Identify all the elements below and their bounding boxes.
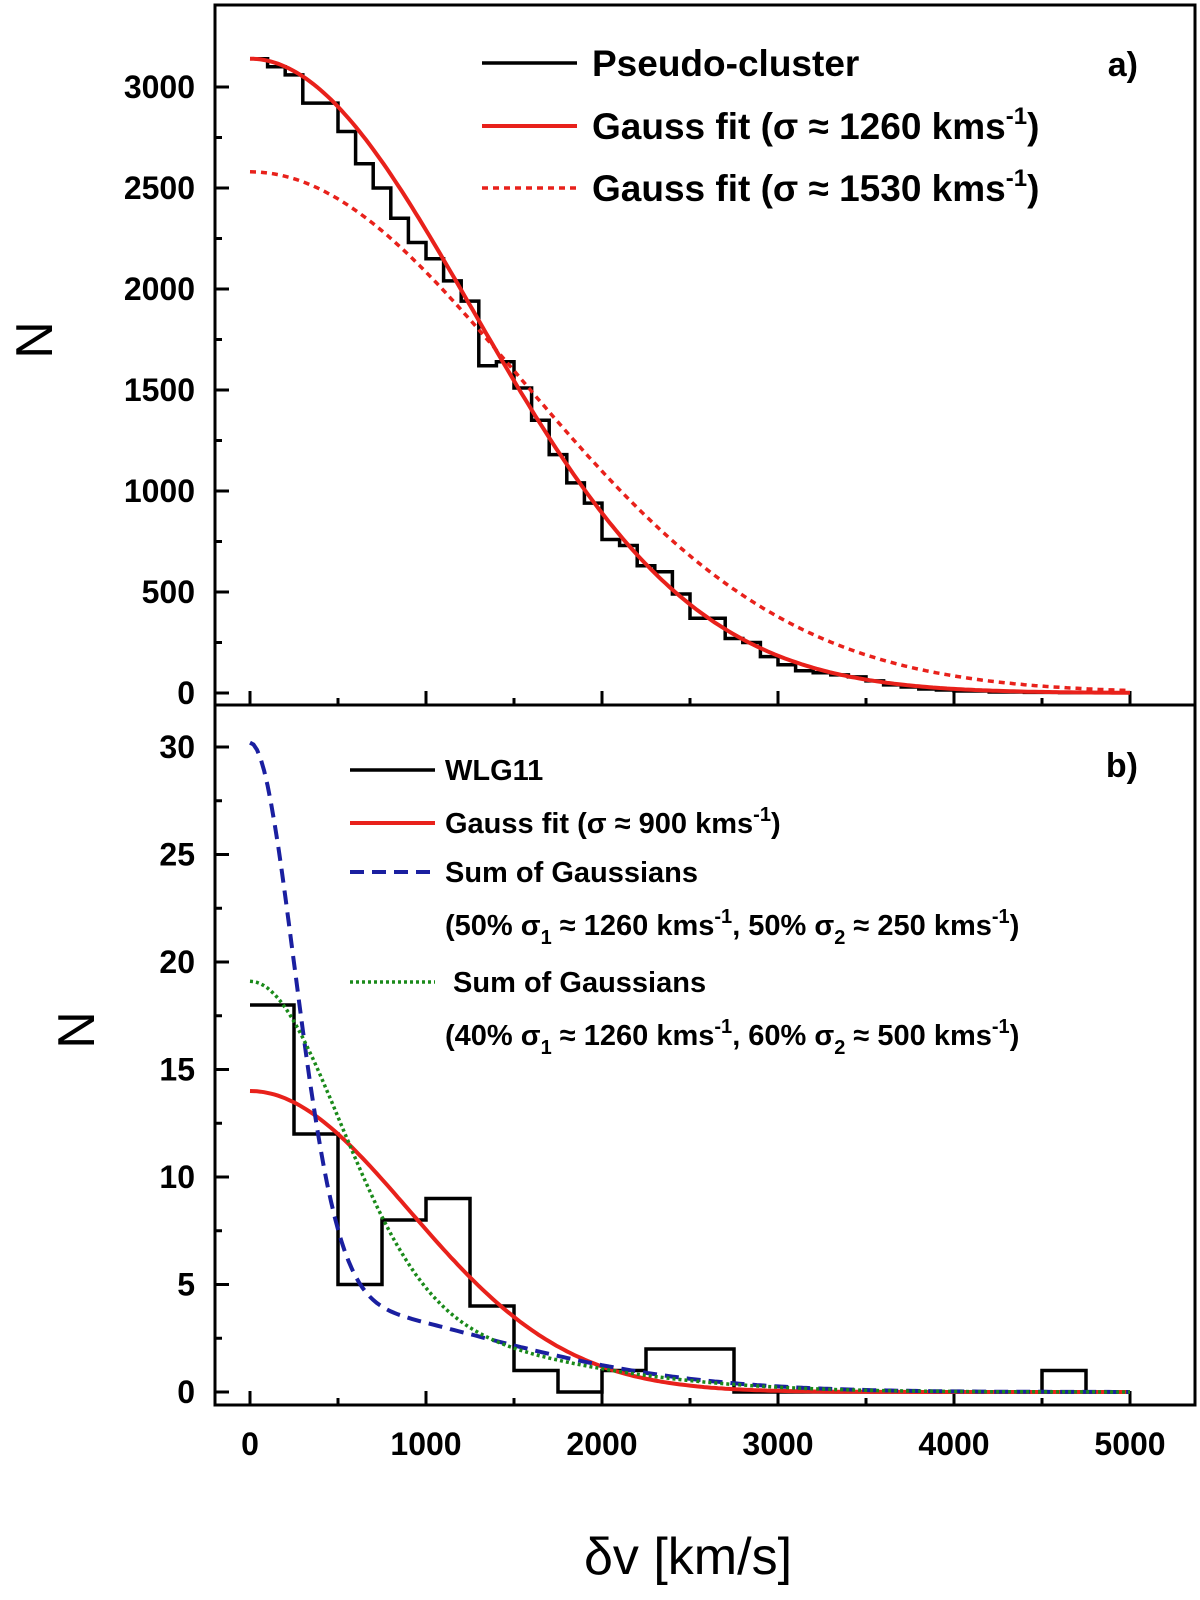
x-tick-label: 2000 <box>566 1426 637 1462</box>
legend-superscript: -1 <box>714 1016 732 1038</box>
legend-text: , 60% σ <box>732 1020 834 1052</box>
legend-text: Gauss fit (σ ≈ 900 kms <box>445 808 753 840</box>
legend-text: Gauss fit (σ ≈ 1530 kms <box>592 168 1006 209</box>
wlg11-histogram <box>250 1003 1130 1394</box>
legend-text: ≈ 1260 kms <box>552 1020 715 1052</box>
panel-b-y-axis-label: N <box>48 1011 106 1049</box>
legend-superscript: -1 <box>1006 103 1027 130</box>
legend-label-sum-250-detail: (50% σ1 ≈ 1260 kms-1, 50% σ2 ≈ 250 kms-1… <box>445 906 1019 949</box>
legend-text: ) <box>1027 106 1039 147</box>
panel-b-frame <box>213 703 1197 1407</box>
legend-text: ) <box>771 808 781 840</box>
legend-label-sum-500: Sum of Gaussians <box>445 967 706 999</box>
legend-label-gauss-900: Gauss fit (σ ≈ 900 kms-1) <box>445 804 781 840</box>
panel-a: 0 500 1000 1500 2000 2500 3000 N a) Pseu… <box>6 3 1197 711</box>
panel-a-tag: a) <box>1108 46 1138 84</box>
gauss-fit-1260-curve <box>249 56 1131 695</box>
legend-text: ) <box>1027 168 1039 209</box>
legend-label-sum-250: Sum of Gaussians <box>445 857 698 889</box>
legend-text: Gauss fit (σ ≈ 1260 kms <box>592 106 1006 147</box>
sum-of-gaussians-500-curve <box>249 979 1130 1394</box>
legend-label-wlg11: WLG11 <box>445 755 543 787</box>
y-tick-label: 500 <box>142 574 195 610</box>
legend-superscript: -1 <box>753 804 771 826</box>
y-tick-label: 1500 <box>124 372 195 408</box>
x-tick-label: 1000 <box>390 1426 461 1462</box>
y-tick-label: 30 <box>159 729 195 765</box>
legend-text: ) <box>1010 1020 1020 1052</box>
y-tick-label: 2000 <box>124 271 195 307</box>
legend-text: , 50% σ <box>732 910 834 942</box>
legend-text: ≈ 500 kms <box>845 1020 992 1052</box>
legend-label-gauss-1260: Gauss fit (σ ≈ 1260 kms-1) <box>592 103 1039 147</box>
legend-superscript: -1 <box>1006 165 1027 192</box>
legend-label-pseudo-cluster: Pseudo-cluster <box>592 43 859 84</box>
y-tick-label: 2500 <box>124 170 195 206</box>
y-tick-label: 0 <box>177 1374 195 1410</box>
legend-superscript: -1 <box>992 1016 1010 1038</box>
panel-a-y-axis-label: N <box>6 321 64 359</box>
panel-b-ticks <box>215 745 1132 1405</box>
y-tick-label: 10 <box>159 1159 195 1195</box>
x-tick-label: 3000 <box>742 1426 813 1462</box>
legend-text: (40% σ <box>445 1020 541 1052</box>
y-tick-label: 3000 <box>124 69 195 105</box>
panel-b-x-tick-labels: 0 1000 2000 3000 4000 5000 <box>241 1426 1165 1462</box>
legend-superscript: -1 <box>992 906 1010 928</box>
panel-b-legend: WLG11 Gauss fit (σ ≈ 900 kms-1) Sum of G… <box>350 755 1019 1059</box>
legend-superscript: -1 <box>714 906 732 928</box>
y-tick-label: 0 <box>177 675 195 711</box>
legend-subscript: 2 <box>834 927 845 949</box>
legend-text: ≈ 1260 kms <box>552 910 715 942</box>
legend-text: (50% σ <box>445 910 541 942</box>
panel-b-tag: b) <box>1106 747 1138 785</box>
x-axis-label: δv [km/s] <box>584 1528 792 1586</box>
x-tick-label: 4000 <box>918 1426 989 1462</box>
panel-a-legend: Pseudo-cluster Gauss fit (σ ≈ 1260 kms-1… <box>482 43 1039 209</box>
legend-label-gauss-1530: Gauss fit (σ ≈ 1530 kms-1) <box>592 165 1039 209</box>
panel-a-y-tick-labels: 0 500 1000 1500 2000 2500 3000 <box>124 69 195 711</box>
x-tick-label: 0 <box>241 1426 259 1462</box>
legend-text: ≈ 250 kms <box>845 910 992 942</box>
legend-subscript: 1 <box>541 927 552 949</box>
legend-subscript: 1 <box>541 1037 552 1059</box>
pseudo-cluster-histogram <box>250 56 1130 695</box>
legend-text: ) <box>1010 910 1020 942</box>
legend-subscript: 2 <box>834 1037 845 1059</box>
y-tick-label: 1000 <box>124 473 195 509</box>
y-tick-label: 20 <box>159 944 195 980</box>
legend-label-sum-500-detail: (40% σ1 ≈ 1260 kms-1, 60% σ2 ≈ 500 kms-1… <box>445 1016 1019 1059</box>
sum-of-gaussians-250-curve <box>249 740 1130 1394</box>
y-tick-label: 25 <box>159 837 195 873</box>
y-tick-label: 5 <box>177 1267 195 1303</box>
x-tick-label: 5000 <box>1094 1426 1165 1462</box>
gauss-fit-1530-curve <box>249 170 1131 693</box>
y-tick-label: 15 <box>159 1052 195 1088</box>
panel-b: 0 5 10 15 20 25 30 0 1000 2000 3000 4000… <box>48 703 1197 1586</box>
panel-b-y-tick-labels: 0 5 10 15 20 25 30 <box>159 729 195 1410</box>
